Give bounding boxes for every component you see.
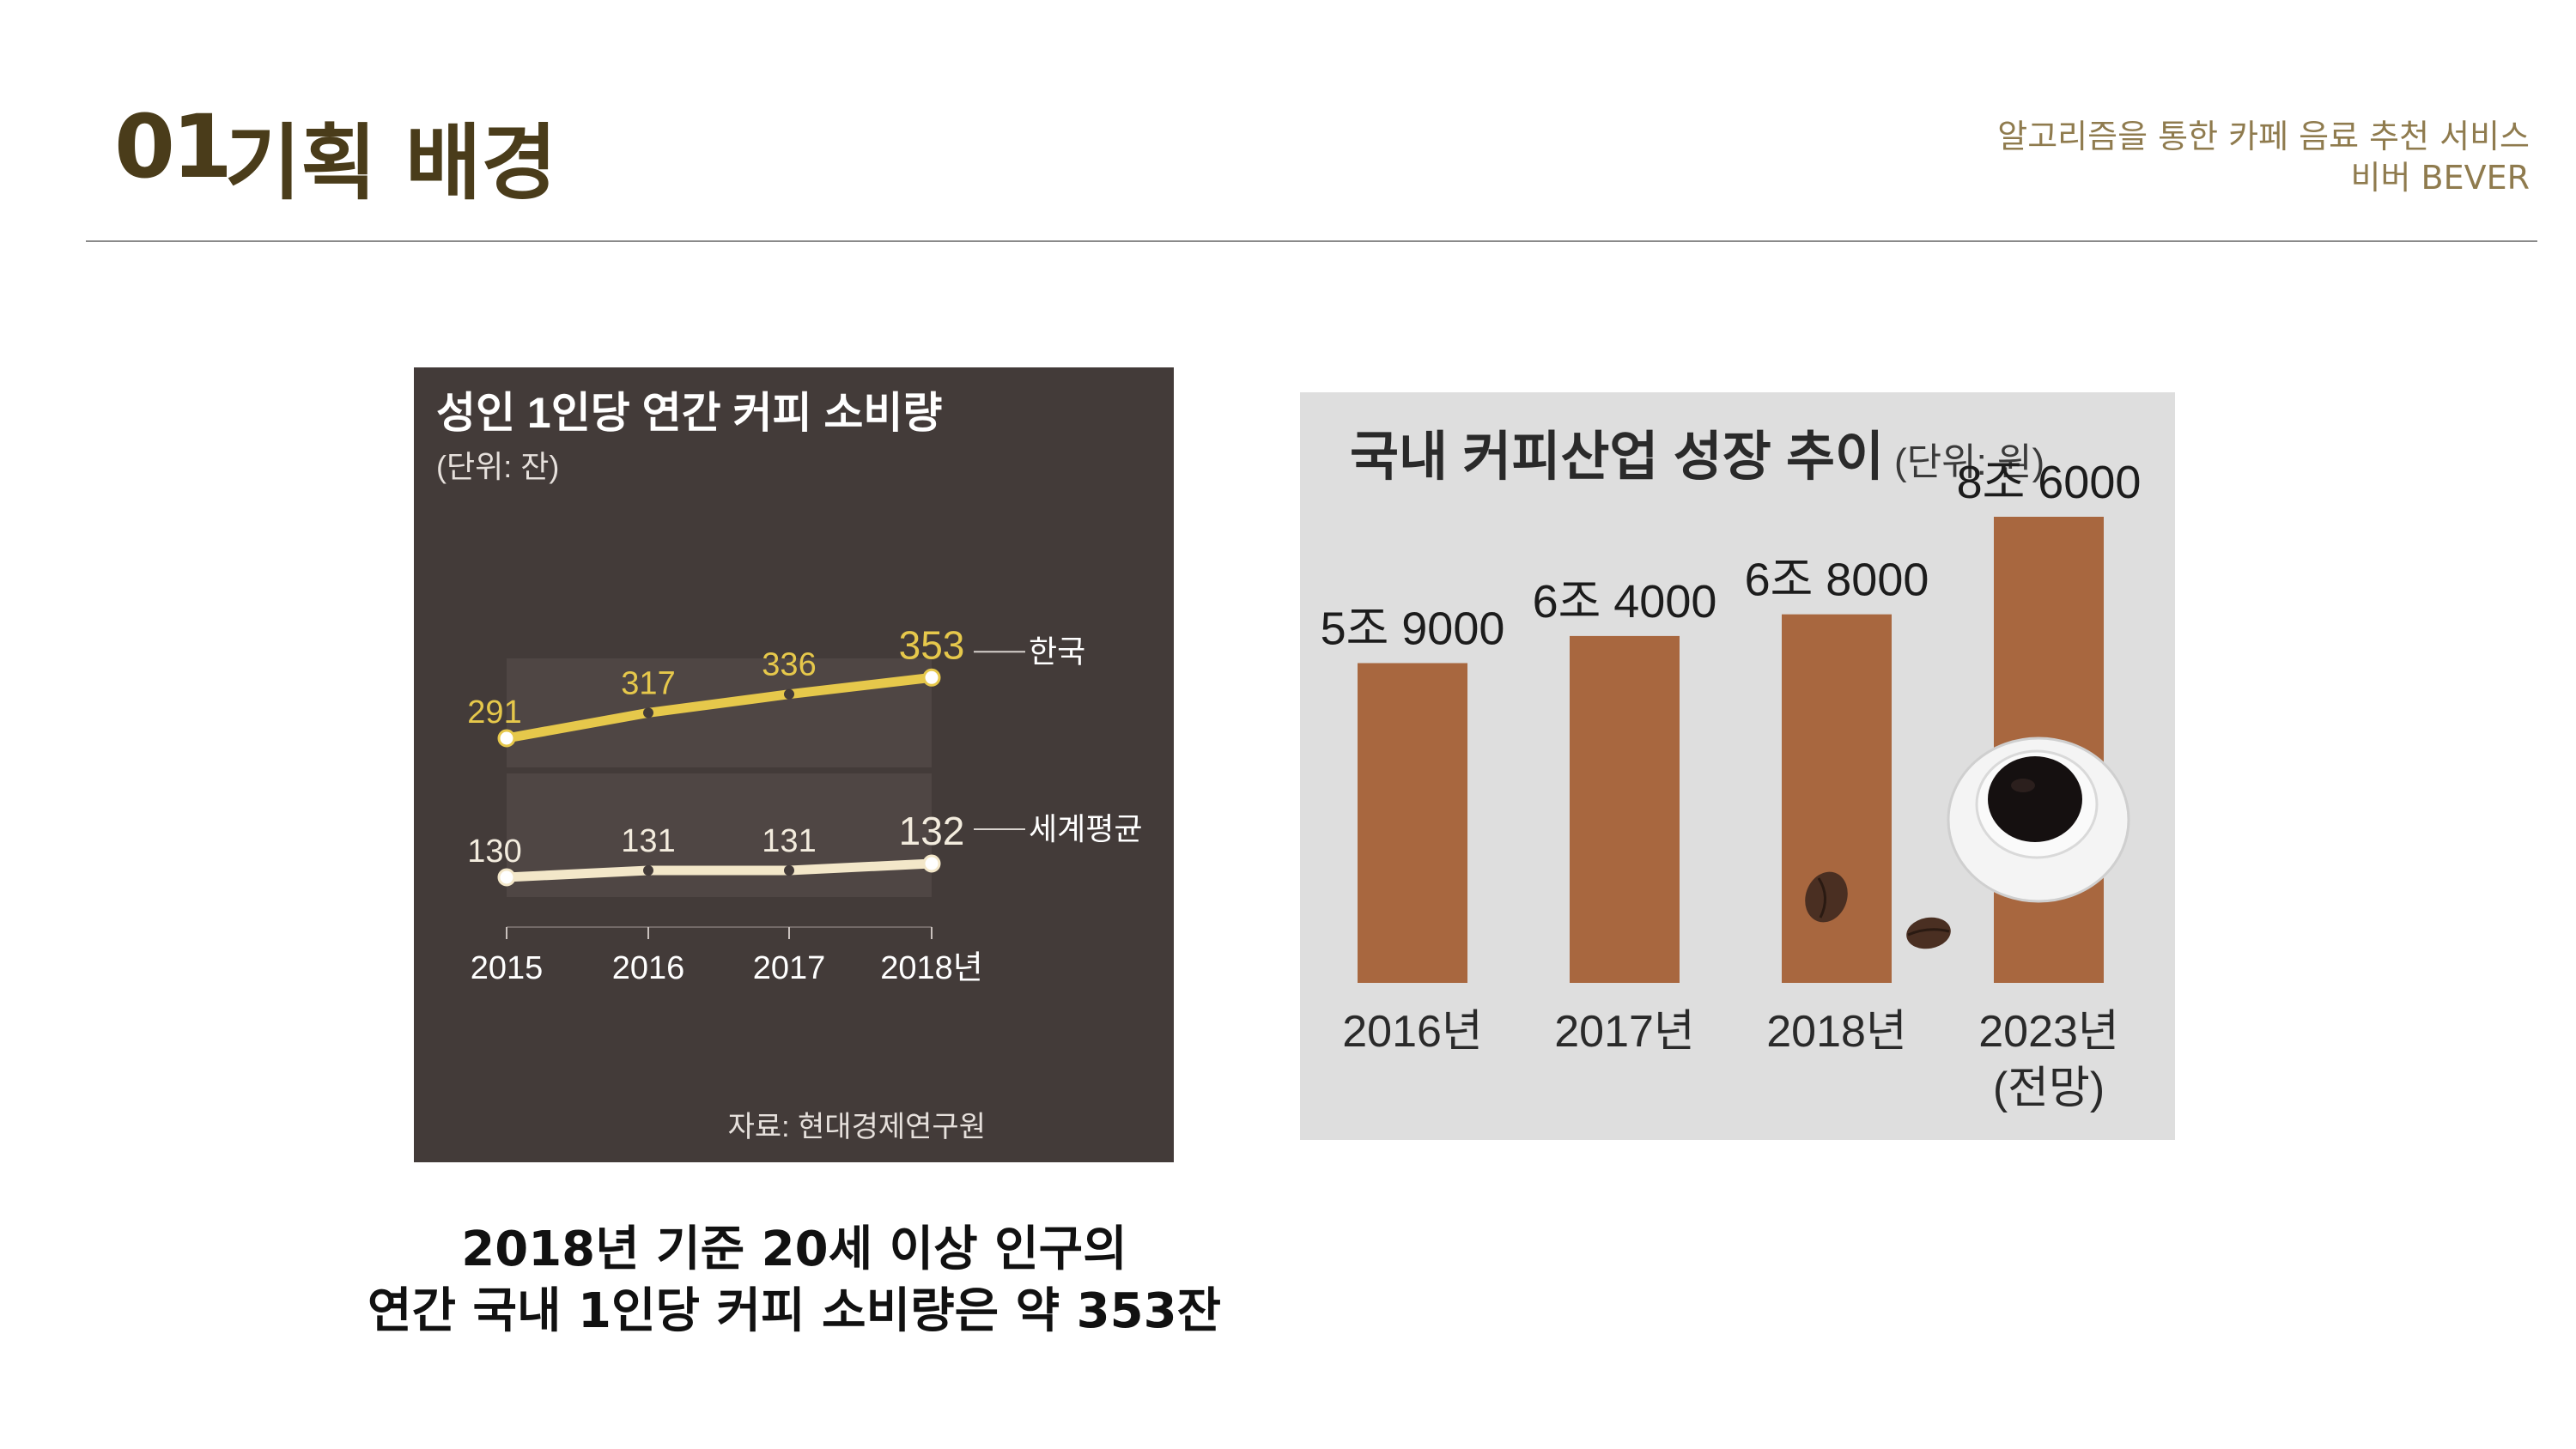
data-label: 291 — [467, 694, 521, 731]
data-point — [643, 707, 653, 718]
caption-line-1: 2018년 기준 20세 이상 인구의 — [461, 1222, 1127, 1277]
data-point — [922, 668, 941, 687]
bar — [1358, 663, 1467, 983]
header-divider — [86, 240, 2537, 242]
data-point — [784, 688, 794, 700]
chart-source: 자료: 현대경제연구원 — [728, 1111, 986, 1143]
bar — [1570, 635, 1680, 983]
x-tick-label: 2017년 — [1554, 1007, 1695, 1057]
x-tick-label: 2016 — [612, 950, 685, 986]
legend-label: 세계평균 — [1029, 811, 1142, 846]
data-label: 132 — [899, 809, 965, 853]
data-point — [784, 865, 794, 876]
chart-unit: (단위: 잔) — [436, 449, 559, 484]
data-label: 131 — [621, 823, 675, 859]
bar-value-label: 5조 9000 — [1321, 603, 1505, 654]
coffee-bean-icon — [1805, 871, 1848, 923]
coffee-industry-chart: 국내 커피산업 성장 추이 (단위: 원) 5조 9000 2016년 6조 400… — [1300, 392, 2175, 1140]
data-point — [922, 854, 941, 873]
legend-label: 한국 — [1029, 634, 1085, 669]
x-tick-label: 2016년 — [1342, 1007, 1483, 1057]
data-point — [497, 729, 516, 748]
plot-area: 291 317 336 353 한국 130 131 131 132 세계평균 2015 2016 20… — [467, 622, 1142, 986]
x-tick-note: (전망) — [1993, 1064, 2105, 1113]
bar-value-label: 6조 8000 — [1745, 555, 1929, 606]
data-point — [643, 865, 653, 876]
chart-title: 성인 1인당 연간 커피 소비량 — [436, 389, 942, 437]
service-description: 알고리즘을 통한 카페 음료 추천 서비스 — [1997, 118, 2530, 155]
data-label: 353 — [899, 622, 965, 667]
coffee-cup-icon — [1947, 737, 2130, 903]
section-number: 01 — [114, 96, 233, 198]
bar — [1782, 614, 1892, 983]
x-tick-label: 2015 — [471, 950, 544, 986]
data-label: 317 — [621, 665, 675, 701]
korea-band — [507, 658, 932, 767]
data-point — [497, 868, 516, 887]
page-title: 기획 배경 — [225, 115, 557, 211]
bar-value-label: 8조 6000 — [1957, 457, 2142, 508]
coffee-bean-icon — [1906, 917, 1951, 949]
line-chart-svg: 성인 1인당 연간 커피 소비량 (단위: 잔) 291 317 336 353 한국 1… — [436, 389, 1142, 1143]
plot-area: 5조 9000 2016년 6조 4000 2017년 6조 8000 2018년 8조 6… — [1321, 457, 2142, 1113]
bar-chart-svg: 국내 커피산업 성장 추이 (단위: 원) 5조 9000 2016년 6조 400… — [1321, 427, 2142, 1113]
coffee-consumption-chart: 성인 1인당 연간 커피 소비량 (단위: 잔) 291 317 336 353 한국 1… — [414, 367, 1174, 1162]
x-tick-label: 2018년 — [1766, 1007, 1907, 1057]
series-line-2 — [501, 858, 937, 882]
data-label: 336 — [762, 647, 816, 683]
caption-line-2: 연간 국내 1인당 커피 소비량은 약 353잔 — [367, 1283, 1222, 1339]
x-tick-label: 2017 — [753, 950, 826, 986]
series-line-1 — [501, 672, 937, 743]
brand-name: 비버 BEVER — [2350, 159, 2530, 197]
data-label: 131 — [762, 823, 816, 859]
x-tick-label: 2023년 — [1978, 1007, 2119, 1057]
bar-value-label: 6조 4000 — [1533, 576, 1717, 627]
x-tick-label: 2018년 — [880, 950, 983, 986]
chart-title: 국내 커피산업 성장 추이 — [1350, 427, 1884, 487]
data-label: 130 — [467, 834, 521, 870]
chart-unit: (단위: 원) — [1894, 441, 2044, 483]
